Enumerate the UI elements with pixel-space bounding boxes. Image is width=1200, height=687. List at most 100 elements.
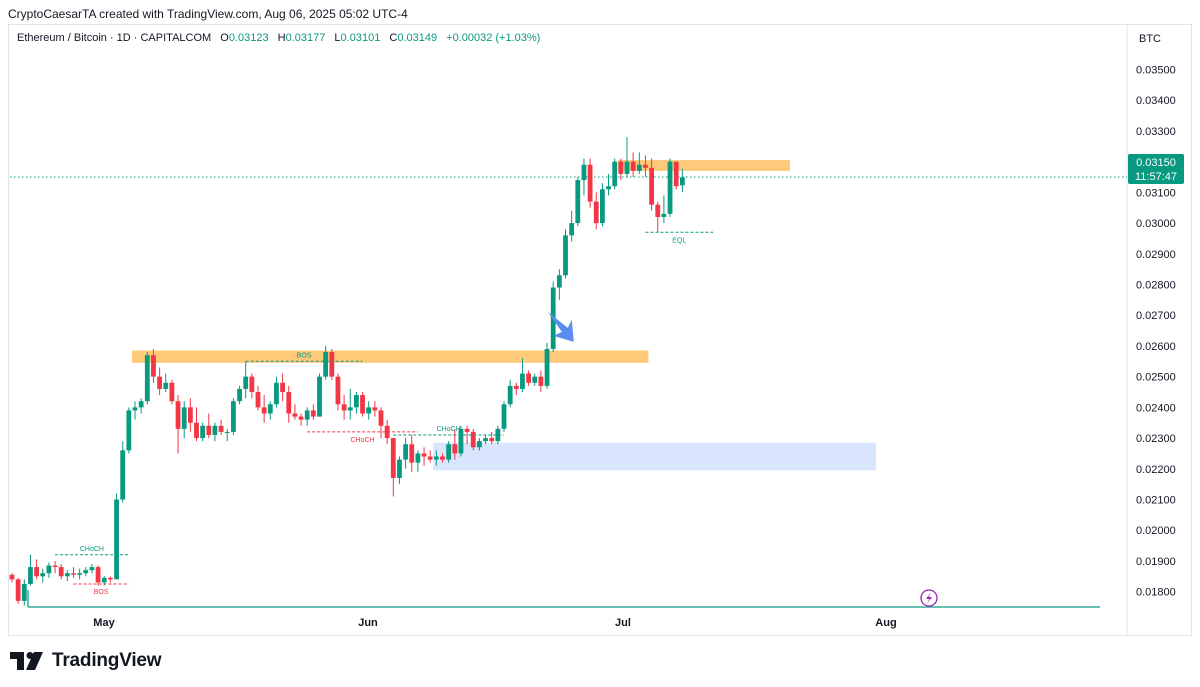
candle-body[interactable] — [378, 410, 384, 426]
candle-body[interactable] — [292, 413, 298, 417]
candle-body[interactable] — [513, 385, 519, 389]
candle-body[interactable] — [200, 425, 206, 439]
candle-body[interactable] — [526, 373, 531, 383]
candle-body[interactable] — [286, 392, 292, 414]
candle-body[interactable] — [397, 459, 402, 478]
candle-body[interactable] — [581, 164, 587, 181]
candle-body[interactable] — [274, 382, 279, 405]
candle-body[interactable] — [212, 425, 218, 435]
candle-body[interactable] — [52, 565, 58, 568]
candle-body[interactable] — [372, 407, 378, 411]
candle-body[interactable] — [606, 186, 611, 190]
candle-body[interactable] — [636, 164, 642, 171]
candle-body[interactable] — [267, 404, 273, 414]
candle-body[interactable] — [335, 376, 341, 405]
candle-body[interactable] — [163, 382, 169, 389]
candle-body[interactable] — [64, 573, 70, 577]
candle-body[interactable] — [458, 428, 464, 454]
candle-body[interactable] — [101, 577, 107, 583]
candle-body[interactable] — [433, 456, 439, 460]
supply-zone-upper[interactable] — [617, 160, 790, 171]
candle-body[interactable] — [544, 349, 550, 386]
candle-body[interactable] — [489, 438, 495, 442]
candle-body[interactable] — [58, 567, 64, 577]
candle-body[interactable] — [354, 395, 359, 408]
candle-body[interactable] — [144, 355, 150, 402]
candle-body[interactable] — [304, 410, 310, 420]
candle-body[interactable] — [15, 579, 21, 601]
demand-zone[interactable] — [433, 442, 876, 471]
candle-body[interactable] — [366, 407, 372, 414]
candle-body[interactable] — [329, 352, 335, 377]
candle-body[interactable] — [151, 355, 156, 377]
candle-body[interactable] — [643, 164, 648, 168]
candle-body[interactable] — [71, 573, 76, 575]
candle-body[interactable] — [556, 275, 562, 288]
candle-body[interactable] — [618, 161, 624, 174]
candle-body[interactable] — [243, 376, 249, 389]
candle-body[interactable] — [593, 201, 599, 224]
candle-body[interactable] — [507, 385, 513, 405]
candle-body[interactable] — [452, 444, 458, 454]
candle-body[interactable] — [501, 404, 507, 429]
candle-body[interactable] — [255, 392, 261, 408]
candle-body[interactable] — [673, 161, 679, 187]
candle-body[interactable] — [477, 441, 482, 448]
supply-zone-lower[interactable] — [132, 350, 649, 363]
candle-body[interactable] — [630, 161, 636, 171]
candle-body[interactable] — [600, 189, 605, 224]
candle-body[interactable] — [667, 161, 673, 214]
candle-body[interactable] — [34, 567, 39, 577]
candle-body[interactable] — [21, 583, 27, 601]
candle-body[interactable] — [563, 235, 568, 276]
currency-label[interactable]: BTC — [1139, 33, 1161, 45]
candle-body[interactable] — [532, 376, 538, 383]
candle-body[interactable] — [575, 180, 581, 224]
candle-body[interactable] — [415, 453, 421, 463]
candle-body[interactable] — [649, 167, 654, 205]
candle-body[interactable] — [661, 213, 667, 217]
candle-body[interactable] — [655, 204, 661, 217]
candle-body[interactable] — [347, 407, 353, 411]
candle-body[interactable] — [409, 444, 415, 463]
candle-body[interactable] — [587, 164, 593, 202]
candle-body[interactable] — [95, 567, 101, 583]
candle-body[interactable] — [169, 382, 175, 402]
candle-body[interactable] — [520, 373, 525, 389]
candle-body[interactable] — [421, 453, 427, 457]
candle-body[interactable] — [9, 574, 15, 580]
candle-body[interactable] — [538, 376, 544, 386]
candle-body[interactable] — [427, 456, 433, 460]
candle-body[interactable] — [77, 573, 83, 575]
candle-body[interactable] — [569, 223, 575, 236]
candle-body[interactable] — [470, 431, 476, 448]
candle-body[interactable] — [310, 410, 316, 417]
candle-body[interactable] — [114, 499, 119, 580]
candle-body[interactable] — [390, 438, 396, 478]
candle-body[interactable] — [446, 444, 452, 460]
candle-body[interactable] — [83, 570, 89, 574]
candle-body[interactable] — [187, 407, 193, 423]
candle-body[interactable] — [206, 425, 212, 435]
candle-body[interactable] — [341, 404, 347, 411]
candle-body[interactable] — [440, 456, 445, 460]
candle-body[interactable] — [194, 422, 199, 439]
candle-body[interactable] — [46, 565, 52, 574]
candle-body[interactable] — [483, 438, 488, 442]
candle-body[interactable] — [231, 401, 236, 432]
tradingview-brand[interactable]: TradingView — [10, 650, 162, 672]
candle-body[interactable] — [323, 352, 329, 377]
candle-body[interactable] — [218, 425, 224, 432]
candle-body[interactable] — [280, 382, 285, 392]
candle-body[interactable] — [126, 410, 132, 451]
candle-body[interactable] — [384, 425, 390, 439]
candle-body[interactable] — [360, 395, 365, 414]
candle-body[interactable] — [298, 416, 304, 420]
candle-body[interactable] — [317, 376, 322, 417]
candle-body[interactable] — [403, 444, 408, 460]
candle-body[interactable] — [464, 428, 470, 432]
candle-body[interactable] — [679, 177, 685, 186]
candle-body[interactable] — [261, 407, 267, 414]
candle-body[interactable] — [120, 450, 126, 500]
candle-body[interactable] — [132, 407, 138, 411]
